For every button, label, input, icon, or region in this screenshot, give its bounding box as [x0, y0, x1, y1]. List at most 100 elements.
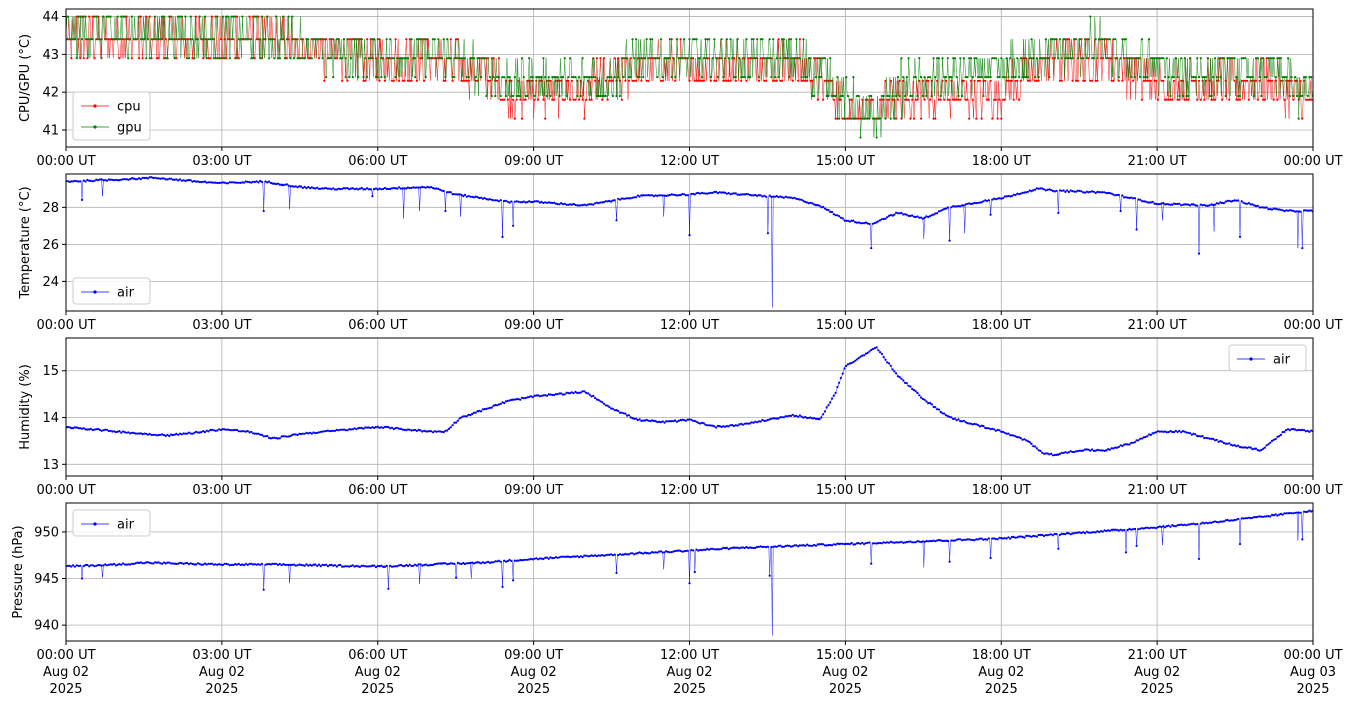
data-point [699, 548, 702, 552]
data-point [435, 562, 438, 566]
data-point [829, 210, 832, 213]
data-point [1023, 438, 1026, 441]
data-point [202, 180, 205, 183]
data-point [554, 393, 558, 396]
data-point [1123, 443, 1126, 446]
data-point [601, 201, 604, 204]
data-point [583, 390, 586, 393]
data-point [570, 555, 574, 558]
data-point [681, 418, 684, 421]
data-point [276, 57, 280, 60]
data-point [250, 430, 253, 433]
data-point [357, 427, 360, 430]
data-point [820, 416, 823, 419]
data-point [280, 435, 283, 438]
data-point [1044, 189, 1047, 192]
data-point [757, 79, 761, 82]
data-point [1067, 532, 1070, 535]
data-point [615, 409, 618, 412]
data-point [649, 57, 652, 60]
data-point [310, 57, 313, 60]
data-point [401, 564, 404, 568]
data-point [82, 57, 85, 60]
data-point [1242, 57, 1245, 60]
data-point [537, 200, 540, 203]
data-point [549, 393, 552, 396]
data-point [909, 214, 912, 217]
data-point [1110, 57, 1113, 60]
data-point [651, 551, 654, 554]
data-point [551, 201, 554, 205]
data-point [364, 565, 367, 568]
data-point [1247, 98, 1250, 101]
data-point [613, 76, 616, 79]
data-point [615, 571, 618, 575]
data-point [442, 79, 445, 82]
data-point [964, 421, 967, 424]
data-point [809, 416, 812, 419]
data-point [686, 194, 689, 197]
data-point [248, 181, 251, 184]
data-point [1171, 203, 1174, 206]
data-point [389, 564, 392, 567]
data-point [540, 200, 543, 203]
data-point [998, 98, 1001, 101]
data-point [1030, 442, 1033, 445]
data-point [674, 79, 677, 82]
data-point [75, 564, 78, 567]
data-point [601, 94, 604, 98]
data-point [223, 562, 226, 565]
data-point [392, 187, 395, 190]
data-point [248, 38, 251, 41]
data-point [349, 564, 353, 568]
data-point [727, 192, 730, 195]
data-point [209, 181, 212, 184]
data-point [1278, 57, 1281, 60]
data-point [658, 57, 661, 60]
y-tick-label: 42 [42, 86, 59, 101]
data-point [182, 38, 185, 41]
data-point [925, 540, 928, 543]
data-point [1142, 436, 1145, 439]
data-point [310, 38, 313, 41]
data-point [243, 181, 246, 184]
data-point [763, 57, 766, 60]
data-point [618, 94, 622, 98]
data-point [394, 38, 397, 41]
data-point [863, 117, 866, 120]
data-point [1114, 38, 1117, 41]
data-point [1288, 209, 1291, 212]
data-point [740, 193, 743, 196]
data-point [170, 433, 173, 436]
data-point [1306, 98, 1309, 101]
data-point [975, 538, 978, 541]
data-point [189, 179, 192, 182]
data-point [358, 426, 361, 429]
data-point [734, 546, 737, 549]
data-point [921, 94, 925, 98]
data-point [604, 200, 607, 203]
data-point [645, 194, 648, 197]
data-point [665, 57, 668, 60]
data-point [1263, 515, 1266, 518]
data-point [145, 432, 148, 435]
data-point [920, 76, 923, 79]
data-point [745, 192, 748, 196]
data-point [816, 543, 819, 546]
data-point [629, 76, 632, 79]
data-point [679, 38, 682, 41]
data-point [1128, 57, 1131, 60]
data-point [560, 76, 563, 79]
data-point [611, 199, 615, 202]
data-point [1246, 79, 1249, 82]
data-point [652, 419, 656, 422]
data-point [378, 426, 381, 429]
data-point [1005, 195, 1008, 198]
data-point [563, 98, 566, 101]
data-point [1005, 537, 1008, 540]
data-point [1169, 94, 1172, 98]
data-point [463, 562, 467, 566]
data-point [152, 38, 155, 41]
data-point [228, 181, 231, 184]
